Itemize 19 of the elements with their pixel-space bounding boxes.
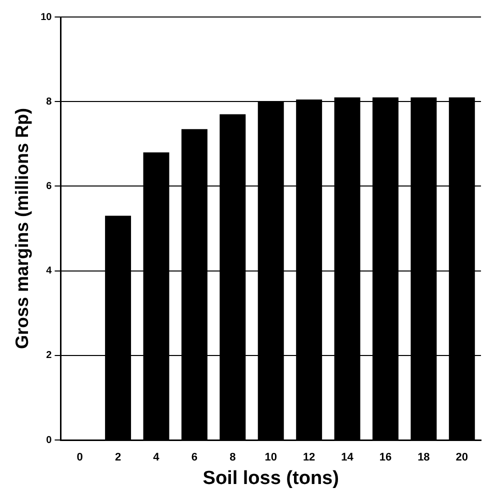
x-axis-title: Soil loss (tons) [202,468,339,489]
y-tick-label: 4 [46,266,52,277]
x-tick-label: 8 [230,452,236,464]
x-tick-label: 6 [191,452,198,464]
x-tick-label: 2 [114,452,122,464]
x-tick-label: 12 [302,452,316,464]
y-tick-label: 0 [46,434,52,446]
x-tick-label: 10 [264,452,277,464]
y-tick-label: 10 [40,12,52,23]
x-tick-label: 16 [379,452,392,464]
x-tick-label: 18 [418,452,430,464]
x-tick-label: 20 [456,452,468,464]
y-tick-label: 6 [46,180,52,192]
y-tick-label: 8 [46,96,52,108]
x-tick-label: 0 [76,452,83,464]
y-axis-title: Gross margins (millions Rp) [12,108,32,350]
y-tick-label: 2 [46,350,52,362]
x-tick-label: 14 [341,452,354,464]
x-tick-label: 4 [153,452,160,464]
